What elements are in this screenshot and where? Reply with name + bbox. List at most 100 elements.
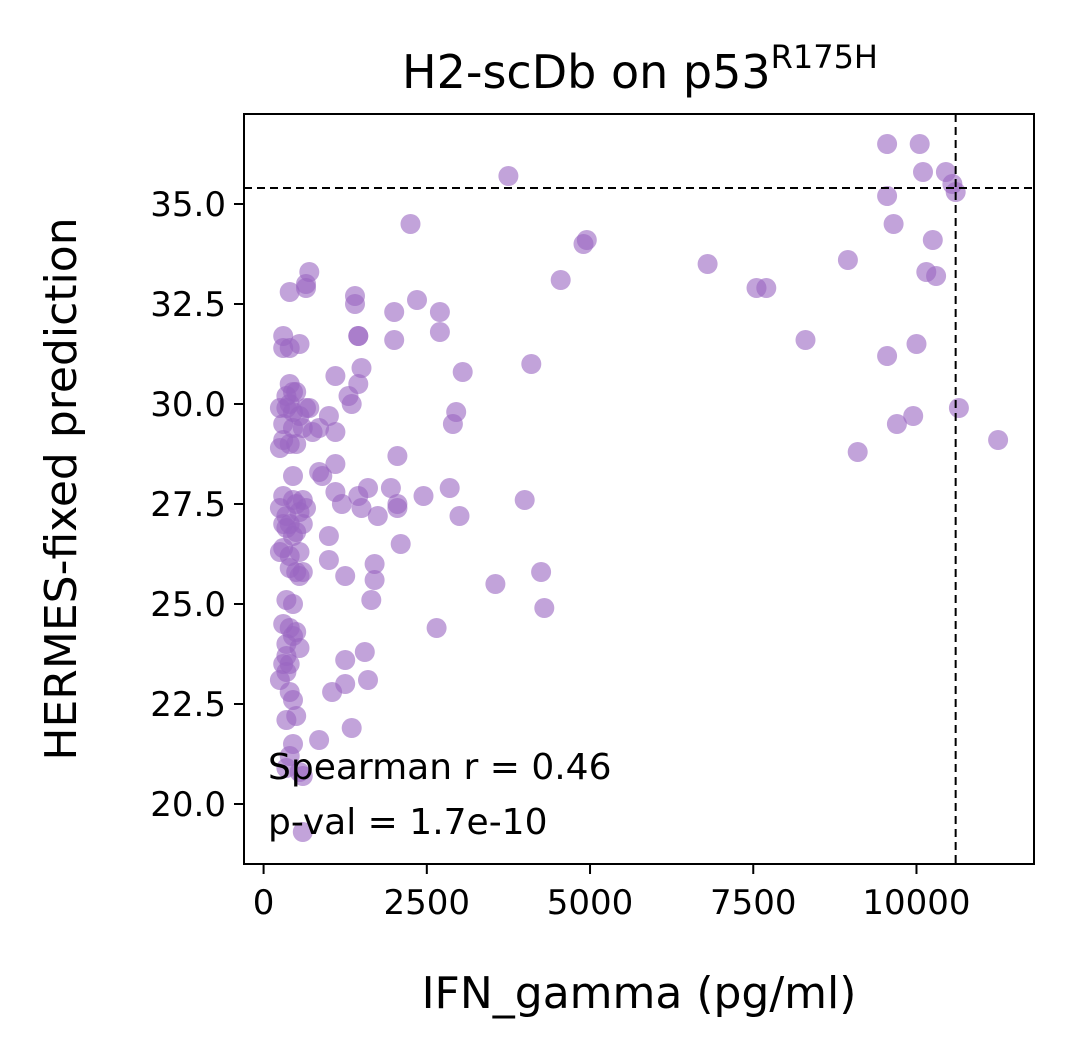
data-point bbox=[531, 562, 552, 582]
data-point bbox=[351, 358, 372, 378]
data-point bbox=[364, 554, 385, 574]
data-point bbox=[877, 134, 898, 154]
data-point bbox=[292, 562, 313, 582]
data-point bbox=[318, 406, 339, 426]
data-point bbox=[429, 302, 450, 322]
data-point bbox=[335, 566, 356, 586]
data-point bbox=[795, 330, 816, 350]
y-axis-label: HERMES-fixed prediction bbox=[36, 217, 87, 760]
data-point bbox=[341, 718, 362, 738]
data-point bbox=[269, 438, 290, 458]
data-point bbox=[335, 650, 356, 670]
y-tick-label: 25.0 bbox=[150, 585, 226, 625]
plot-frame bbox=[243, 113, 1035, 865]
chart-title: H2-scDb on p53R175H bbox=[402, 38, 878, 99]
y-tick-label: 20.0 bbox=[150, 785, 226, 825]
data-point bbox=[292, 514, 313, 534]
y-tick-label: 30.0 bbox=[150, 385, 226, 425]
data-point bbox=[309, 730, 330, 750]
y-tick-label: 27.5 bbox=[150, 485, 226, 525]
data-point bbox=[276, 710, 297, 730]
data-point bbox=[279, 682, 300, 702]
data-point bbox=[384, 330, 405, 350]
y-axis-ticks: 20.0 22.5 25.0 27.5 30.0 32.5 35.0 bbox=[150, 185, 244, 825]
data-point bbox=[429, 322, 450, 342]
points-layer bbox=[269, 134, 1009, 842]
data-point bbox=[387, 498, 408, 518]
data-point bbox=[756, 278, 777, 298]
data-point bbox=[521, 354, 542, 374]
data-point bbox=[452, 362, 473, 382]
data-point bbox=[926, 266, 947, 286]
data-point bbox=[534, 598, 555, 618]
data-point bbox=[913, 162, 933, 182]
data-point bbox=[367, 506, 388, 526]
pval-annotation: p-val = 1.7e-10 bbox=[268, 802, 548, 843]
data-point bbox=[322, 682, 343, 702]
data-point bbox=[318, 526, 339, 546]
data-point bbox=[312, 466, 333, 486]
data-point bbox=[318, 550, 339, 570]
x-tick-label: 0 bbox=[253, 883, 275, 923]
data-point bbox=[906, 334, 927, 354]
data-point bbox=[697, 254, 718, 274]
data-point bbox=[358, 670, 378, 690]
y-tick-label: 35.0 bbox=[150, 185, 226, 225]
data-point bbox=[922, 230, 943, 250]
data-point bbox=[292, 822, 313, 842]
y-tick-label: 32.5 bbox=[150, 285, 226, 325]
x-axis-ticks: 0 2500 5000 7500 10000 bbox=[253, 864, 971, 923]
data-point bbox=[413, 486, 434, 506]
data-point bbox=[384, 302, 405, 322]
data-point bbox=[283, 466, 303, 486]
data-point bbox=[877, 186, 898, 206]
data-point bbox=[331, 494, 352, 514]
data-point bbox=[847, 442, 868, 462]
data-point bbox=[942, 174, 963, 194]
spearman-annotation: Spearman r = 0.46 bbox=[268, 747, 611, 788]
x-tick-label: 2500 bbox=[384, 883, 471, 923]
data-point bbox=[279, 282, 300, 302]
data-point bbox=[883, 214, 904, 234]
data-point bbox=[909, 134, 930, 154]
data-point bbox=[299, 398, 320, 418]
data-point bbox=[325, 422, 346, 442]
data-point bbox=[354, 642, 375, 662]
data-point bbox=[296, 278, 316, 298]
data-point bbox=[279, 654, 300, 674]
data-point bbox=[358, 478, 378, 498]
data-point bbox=[550, 270, 571, 290]
data-point bbox=[380, 478, 401, 498]
data-point bbox=[364, 570, 385, 590]
data-point bbox=[361, 590, 382, 610]
data-point bbox=[498, 166, 519, 186]
data-point bbox=[325, 454, 346, 474]
data-point bbox=[886, 414, 907, 434]
y-tick-label: 22.5 bbox=[150, 685, 226, 725]
data-point bbox=[948, 398, 969, 418]
reference-lines bbox=[244, 114, 1034, 864]
data-point bbox=[289, 542, 310, 562]
data-point bbox=[449, 506, 470, 526]
data-point bbox=[988, 430, 1009, 450]
data-point bbox=[407, 290, 427, 310]
data-point bbox=[289, 762, 310, 782]
data-point bbox=[573, 234, 594, 254]
x-tick-label: 5000 bbox=[547, 883, 634, 923]
x-tick-label: 10000 bbox=[862, 883, 970, 923]
data-point bbox=[837, 250, 858, 270]
data-point bbox=[289, 334, 310, 354]
data-point bbox=[442, 414, 463, 434]
x-axis-label: IFN_gamma (pg/ml) bbox=[422, 968, 857, 1019]
data-point bbox=[351, 498, 372, 518]
data-point bbox=[877, 346, 898, 366]
x-tick-label: 7500 bbox=[710, 883, 797, 923]
data-point bbox=[345, 294, 365, 314]
data-point bbox=[514, 490, 535, 510]
data-point bbox=[338, 386, 359, 406]
data-point bbox=[286, 434, 307, 454]
data-point bbox=[903, 406, 924, 426]
data-point bbox=[426, 618, 447, 638]
data-point bbox=[348, 326, 369, 346]
data-point bbox=[283, 594, 303, 614]
